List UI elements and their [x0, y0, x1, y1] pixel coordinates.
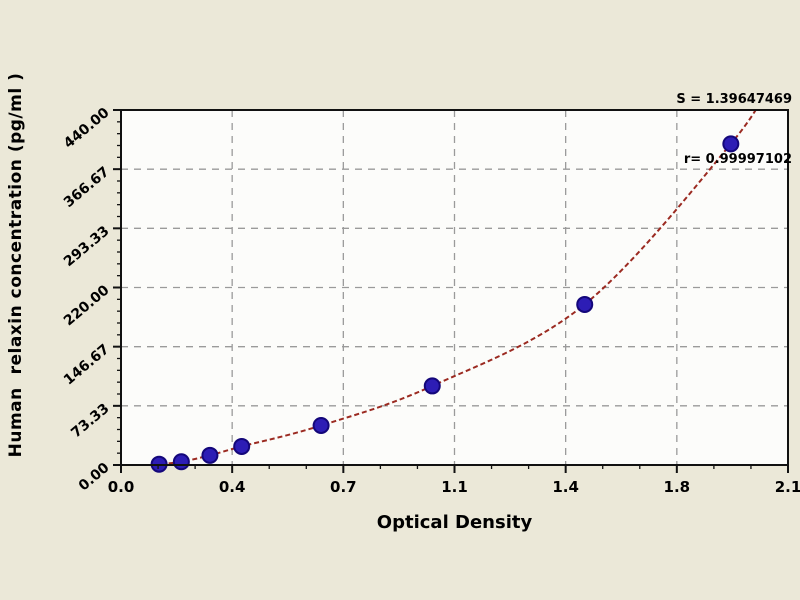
x-axis-title: Optical Density: [376, 512, 533, 533]
fit-stat-r: r= 0.99997102: [683, 152, 792, 167]
fit-stats-annotation: S = 1.39647469 r= 0.99997102: [676, 50, 792, 210]
y-tick-label: 366.67: [61, 164, 113, 211]
x-tick-label: 0.4: [219, 478, 246, 496]
x-tick-label: 1.1: [441, 478, 468, 496]
data-point: [576, 295, 594, 313]
x-tick-label: 1.8: [664, 478, 691, 496]
y-tick-label: 73.33: [68, 401, 112, 442]
data-point: [233, 437, 251, 455]
x-tick-label: 1.4: [552, 478, 579, 496]
y-tick-label: 293.33: [61, 223, 113, 270]
x-tick-label: 0.0: [108, 478, 135, 496]
x-tick-label: 0.7: [330, 478, 357, 496]
plot-area: [121, 110, 788, 465]
data-point: [312, 416, 330, 434]
data-point: [423, 377, 441, 395]
data-point: [722, 135, 740, 153]
y-axis-title: Human relaxin concentration (pg/ml ): [6, 72, 26, 458]
y-tick-label: 440.00: [61, 105, 113, 152]
y-tick-label: 220.00: [61, 282, 113, 329]
fit-stat-s: S = 1.39647469: [676, 92, 792, 107]
y-tick-label: 146.67: [61, 341, 113, 388]
data-point: [201, 446, 219, 464]
x-tick-label: 2.1: [775, 478, 800, 496]
data-point: [172, 453, 190, 471]
